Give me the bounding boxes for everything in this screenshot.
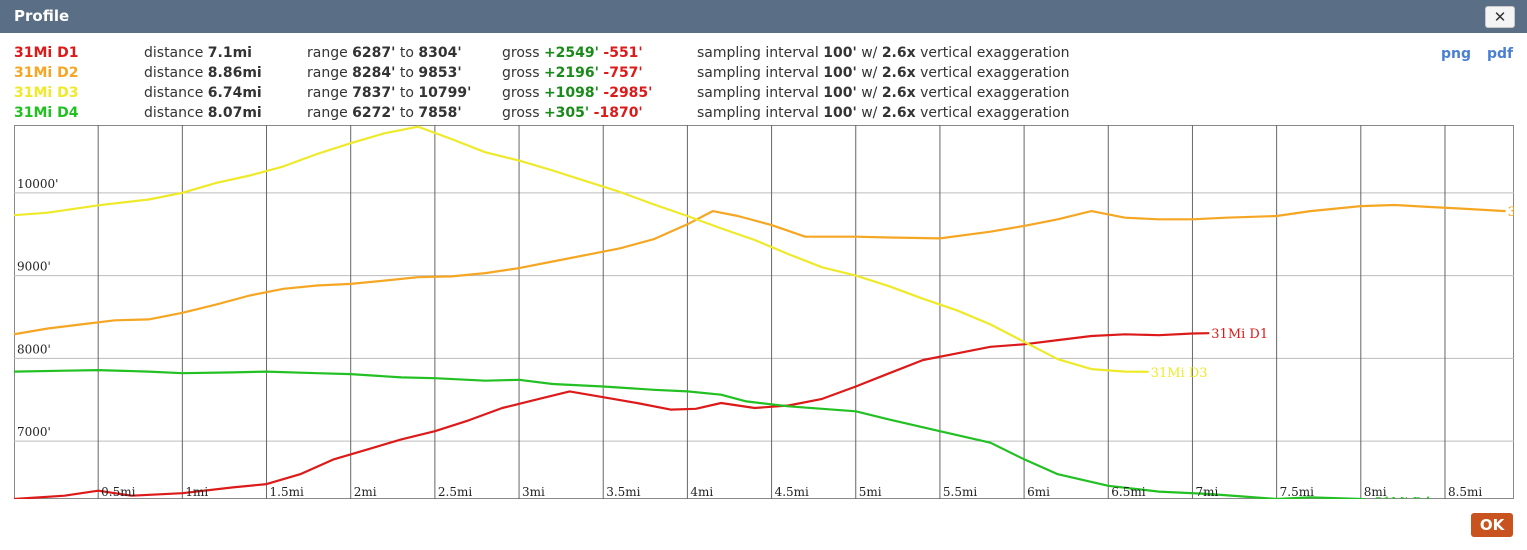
x-tick-label: 2.5mi xyxy=(438,485,472,499)
window-title: Profile xyxy=(14,7,70,25)
series-end-label: 31Mi D2 xyxy=(1508,205,1514,220)
y-tick-label: 10000' xyxy=(17,177,58,191)
chart-grid xyxy=(14,125,1514,499)
x-tick-label: 5mi xyxy=(859,485,882,499)
track-name: 31Mi D2 xyxy=(14,65,79,81)
x-tick-label: 6.5mi xyxy=(1111,485,1145,499)
chart-series xyxy=(14,125,1506,499)
y-tick-label: 8000' xyxy=(17,342,51,356)
plot-frame xyxy=(14,125,1514,499)
x-tick-label: 4mi xyxy=(690,485,713,499)
y-tick-label: 9000' xyxy=(17,260,51,274)
x-tick-label: 7mi xyxy=(1195,485,1218,499)
x-tick-label: 1.5mi xyxy=(270,485,304,499)
series-end-label: 31Mi D4 xyxy=(1375,495,1432,499)
x-tick-label: 2mi xyxy=(354,485,377,499)
series-line xyxy=(14,369,1367,499)
track-sampling: sampling interval 100' w/ 2.6x vertical … xyxy=(697,105,1070,121)
y-tick-label: 7000' xyxy=(17,425,51,439)
track-gross: gross +1098' -2985' xyxy=(502,85,653,101)
track-name: 31Mi D3 xyxy=(14,85,79,101)
track-range: range 7837' to 10799' xyxy=(307,85,472,101)
track-sampling: sampling interval 100' w/ 2.6x vertical … xyxy=(697,85,1070,101)
x-tick-label: 3.5mi xyxy=(606,485,640,499)
x-tick-label: 4.5mi xyxy=(775,485,809,499)
track-name: 31Mi D1 xyxy=(14,45,79,61)
series-end-label: 31Mi D1 xyxy=(1211,327,1268,342)
track-gross: gross +2196' -757' xyxy=(502,65,643,81)
x-tick-label: 7.5mi xyxy=(1280,485,1314,499)
series-line xyxy=(14,125,1149,373)
track-range: range 6272' to 7858' xyxy=(307,105,462,121)
x-tick-label: 6mi xyxy=(1027,485,1050,499)
track-range: range 8284' to 9853' xyxy=(307,65,462,81)
track-distance: distance 8.07mi xyxy=(144,105,262,121)
track-distance: distance 7.1mi xyxy=(144,45,252,61)
pdf-export-link[interactable]: pdf xyxy=(1487,46,1514,62)
track-sampling: sampling interval 100' w/ 2.6x vertical … xyxy=(697,65,1070,81)
track-distance: distance 8.86mi xyxy=(144,65,262,81)
title-bar: Profile ✕ xyxy=(0,0,1527,33)
track-gross: gross +305' -1870' xyxy=(502,105,643,121)
chart-labels: 7000' 8000' 9000' 10000' 0.5mi 1mi 1.5mi 2mi 2.5… xyxy=(17,177,1514,499)
ok-button[interactable]: OK xyxy=(1471,513,1513,537)
track-range: range 6287' to 8304' xyxy=(307,45,462,61)
elevation-profile-chart: 7000' 8000' 9000' 10000' 0.5mi 1mi 1.5mi 2mi 2.5… xyxy=(14,125,1514,499)
png-export-link[interactable]: png xyxy=(1441,46,1472,62)
track-name: 31Mi D4 xyxy=(14,105,79,121)
x-tick-label: 8.5mi xyxy=(1448,485,1482,499)
series-line xyxy=(14,203,1506,336)
track-sampling: sampling interval 100' w/ 2.6x vertical … xyxy=(697,45,1070,61)
x-tick-label: 0.5mi xyxy=(101,485,135,499)
x-tick-label: 5.5mi xyxy=(943,485,977,499)
close-icon[interactable]: ✕ xyxy=(1485,6,1515,28)
track-distance: distance 6.74mi xyxy=(144,85,262,101)
x-tick-label: 8mi xyxy=(1364,485,1387,499)
x-tick-label: 3mi xyxy=(522,485,545,499)
track-gross: gross +2549' -551' xyxy=(502,45,643,61)
series-end-label: 31Mi D3 xyxy=(1151,366,1208,381)
x-tick-label: 1mi xyxy=(185,485,208,499)
